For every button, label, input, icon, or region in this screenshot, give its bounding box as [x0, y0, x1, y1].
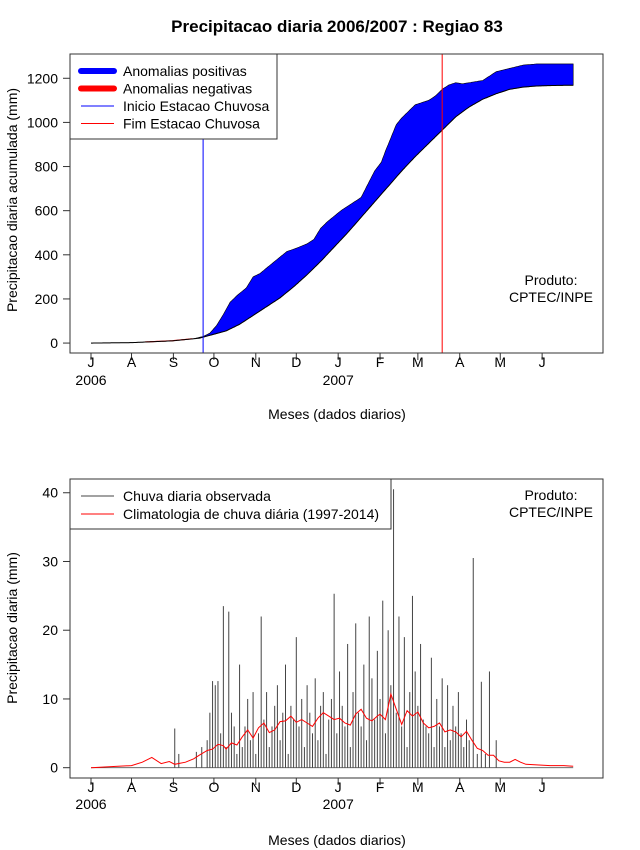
- y-tick-label: 600: [35, 203, 59, 219]
- y-tick-label: 0: [50, 335, 58, 351]
- product-annotation: Produto:: [525, 487, 578, 503]
- y-tick-label: 10: [42, 691, 58, 707]
- chart-2-x-axis-label: Meses (dados diarios): [268, 832, 406, 848]
- product-annotation: CPTEC/INPE: [509, 289, 593, 305]
- legend-label: Chuva diaria observada: [123, 488, 271, 504]
- legend-label: Inicio Estacao Chuvosa: [123, 98, 270, 114]
- y-tick-label: 0: [50, 760, 58, 776]
- chart-1-y-axis-label: Precipitacao diaria acumulada (mm): [4, 88, 20, 312]
- x-tick-label: M: [412, 779, 424, 795]
- year-label: 2007: [323, 796, 354, 812]
- x-tick-label: J: [539, 354, 546, 370]
- product-annotation: CPTEC/INPE: [509, 504, 593, 520]
- year-label: 2006: [75, 796, 106, 812]
- y-tick-label: 1200: [27, 70, 58, 86]
- chart-2-y-axis-label: Precipitacao diaria (mm): [4, 552, 20, 704]
- chart-1-title: Precipitacao diaria 2006/2007 : Regiao 8…: [171, 17, 503, 36]
- x-tick-label: N: [251, 354, 261, 370]
- y-tick-label: 30: [42, 553, 58, 569]
- x-tick-label: M: [494, 354, 506, 370]
- x-tick-label: J: [335, 354, 342, 370]
- x-tick-label: A: [455, 354, 465, 370]
- y-tick-label: 1000: [27, 114, 58, 130]
- y-tick-label: 20: [42, 622, 58, 638]
- x-tick-label: F: [376, 779, 385, 795]
- climatology-line: [90, 692, 574, 769]
- x-tick-label: D: [291, 779, 301, 795]
- x-tick-label: F: [376, 354, 385, 370]
- y-tick-label: 400: [35, 247, 59, 263]
- legend-box: [69, 478, 392, 530]
- x-tick-label: O: [208, 354, 219, 370]
- chart-1-plot-area: 0 200 400 600 800 1000 1200 J A S O N D J F M A M J 2006 200…: [27, 53, 604, 388]
- climatology-accumulated-line: [91, 84, 574, 344]
- x-tick-label: A: [127, 779, 137, 795]
- x-tick-label: D: [291, 354, 301, 370]
- legend-label: Anomalias negativas: [123, 81, 252, 97]
- legend-label: Anomalias positivas: [123, 63, 247, 79]
- year-label: 2006: [75, 372, 106, 388]
- product-annotation: Produto:: [525, 272, 578, 288]
- chart-1-x-axis-label: Meses (dados diarios): [268, 406, 406, 422]
- year-label: 2007: [323, 372, 354, 388]
- x-tick-label: S: [169, 779, 178, 795]
- x-tick-label: M: [412, 354, 424, 370]
- x-tick-label: A: [127, 354, 137, 370]
- x-tick-label: N: [251, 779, 261, 795]
- x-tick-label: O: [208, 779, 219, 795]
- x-tick-label: J: [335, 779, 342, 795]
- x-tick-label: A: [455, 779, 465, 795]
- legend-label: Climatologia de chuva diária (1997-2014): [123, 506, 379, 522]
- legend-label: Fim Estacao Chuvosa: [123, 116, 260, 132]
- x-tick-label: S: [169, 354, 178, 370]
- x-tick-label: J: [88, 779, 95, 795]
- y-tick-label: 40: [42, 485, 58, 501]
- y-tick-label: 200: [35, 291, 59, 307]
- x-tick-label: J: [539, 779, 546, 795]
- y-tick-label: 800: [35, 159, 59, 175]
- x-tick-label: J: [88, 354, 95, 370]
- x-tick-label: M: [494, 779, 506, 795]
